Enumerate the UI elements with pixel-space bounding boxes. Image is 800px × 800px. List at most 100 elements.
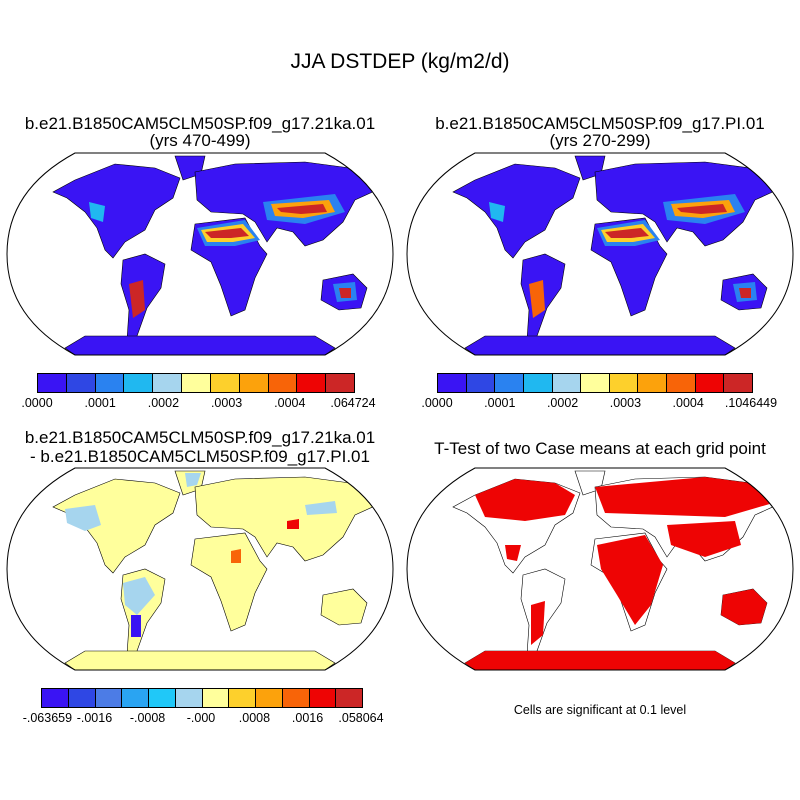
colorbar-swatch xyxy=(149,689,176,707)
colorbar-swatch xyxy=(68,689,96,707)
landmass-northAmerica xyxy=(52,163,181,259)
dust-deposition-region xyxy=(277,204,327,214)
colorbar-swatch xyxy=(202,689,230,707)
panel-case2-subtitle: (yrs 270-299) xyxy=(549,131,651,150)
dust-deposition-region xyxy=(605,228,649,238)
dust-deposition-region xyxy=(89,202,105,222)
colorbar-tick-label: .1046449 xyxy=(724,396,778,410)
difference-region xyxy=(123,577,155,615)
colorbar-tick-label: .064724 xyxy=(330,396,376,410)
colorbar-swatch xyxy=(466,374,496,392)
colorbar-swatch xyxy=(581,374,610,392)
colorbar-diff-labels: -.063659 -.0016 -.0008 -.000 .0008 .0016 .0580… xyxy=(23,711,384,727)
colorbar-diff xyxy=(41,688,363,708)
colorbar-case1 xyxy=(37,373,355,393)
colorbar-tick-label: .0003 xyxy=(609,396,642,410)
colorbar-swatch xyxy=(175,689,203,707)
dust-deposition-region xyxy=(677,204,727,214)
panel-case1-subtitle: (yrs 470-499) xyxy=(149,131,251,150)
difference-region xyxy=(305,501,337,515)
colorbar-swatch xyxy=(724,374,753,392)
colorbar-swatch xyxy=(229,689,256,707)
colorbar-swatch xyxy=(95,689,123,707)
colorbar-swatch xyxy=(38,374,67,392)
map-case1 xyxy=(5,150,395,358)
colorbar-tick-label: -.063659 xyxy=(22,711,73,725)
landmass-africa xyxy=(190,532,268,632)
landmass-eurasia xyxy=(194,476,378,562)
colorbar-tick-label: .0003 xyxy=(210,396,243,410)
colorbar-swatch xyxy=(95,374,125,392)
significance-note: Cells are significant at 0.1 level xyxy=(513,703,687,717)
colorbar-swatch xyxy=(695,374,725,392)
dust-deposition-region xyxy=(205,228,249,238)
colorbar-case2-labels: .0000 .0001 .0002 .0003 .0004 .1046449 xyxy=(421,396,777,412)
colorbar-case1-labels: .0000 .0001 .0002 .0003 .0004 .064724 xyxy=(21,396,375,412)
colorbar-tick-label: .058064 xyxy=(338,711,384,725)
colorbar-tick-label: .0000 xyxy=(421,396,453,410)
colorbar-tick-label: .0004 xyxy=(672,396,704,410)
map-frame xyxy=(6,467,394,671)
map-frame xyxy=(406,152,794,356)
colorbar-swatch xyxy=(667,374,696,392)
landmass-antarctica xyxy=(64,335,336,355)
colorbar-swatch xyxy=(210,374,240,392)
colorbar-swatch xyxy=(638,374,668,392)
significant-region xyxy=(667,521,741,557)
colorbar-tick-label: .0001 xyxy=(84,396,116,410)
significant-region xyxy=(505,545,521,561)
map-frame xyxy=(6,152,394,356)
colorbar-swatch xyxy=(42,689,69,707)
significant-region xyxy=(465,651,735,670)
landmass-antarctica xyxy=(64,650,336,670)
significant-region xyxy=(721,589,767,625)
dust-deposition-region xyxy=(489,202,505,222)
colorbar-swatch xyxy=(268,374,298,392)
colorbar-swatch xyxy=(609,374,639,392)
colorbar-swatch xyxy=(336,689,362,707)
colorbar-tick-label: -.000 xyxy=(186,711,216,725)
colorbar-swatch xyxy=(495,374,524,392)
colorbar-swatch xyxy=(297,374,327,392)
colorbar-case2 xyxy=(437,373,753,393)
panel-diff-title-line2: - b.e21.B1850CAM5CLM50SP.f09_g17.PI.01 xyxy=(30,447,370,466)
colorbar-swatch xyxy=(438,374,467,392)
difference-region xyxy=(231,549,241,563)
significant-region xyxy=(595,477,773,517)
colorbar-swatch xyxy=(182,374,211,392)
colorbar-swatch xyxy=(153,374,183,392)
colorbar-swatch xyxy=(326,374,354,392)
panel-ttest-title: T-Test of two Case means at each grid po… xyxy=(434,439,766,458)
colorbar-swatch xyxy=(282,689,310,707)
dust-deposition-region xyxy=(129,280,145,318)
difference-region xyxy=(185,473,201,487)
dust-deposition-region xyxy=(529,280,545,318)
colorbar-swatch xyxy=(122,689,149,707)
panel-case1-title: b.e21.B1850CAM5CLM50SP.f09_g17.21ka.01 xyxy=(24,114,376,133)
panel-case2-title: b.e21.B1850CAM5CLM50SP.f09_g17.PI.01 xyxy=(435,114,765,133)
colorbar-tick-label: .0002 xyxy=(546,396,579,410)
landmass-northAmerica xyxy=(52,478,181,574)
main-title: JJA DSTDEP (kg/m2/d) xyxy=(290,50,510,73)
landmass-australia xyxy=(320,588,368,626)
colorbar-swatch xyxy=(256,689,283,707)
difference-region xyxy=(287,519,299,529)
dust-deposition-region xyxy=(339,288,351,298)
colorbar-swatch xyxy=(523,374,553,392)
colorbar-swatch xyxy=(309,689,337,707)
colorbar-swatch xyxy=(66,374,96,392)
colorbar-tick-label: -.0008 xyxy=(129,711,166,725)
map-case2 xyxy=(405,150,795,358)
panel-diff-title-line1: b.e21.B1850CAM5CLM50SP.f09_g17.21ka.01 xyxy=(24,428,376,447)
colorbar-tick-label: .0002 xyxy=(147,396,180,410)
colorbar-swatch xyxy=(124,374,154,392)
significant-region xyxy=(475,479,575,521)
dust-deposition-region xyxy=(739,288,751,298)
significant-region xyxy=(597,535,663,625)
difference-region xyxy=(65,505,101,531)
colorbar-swatch xyxy=(239,374,269,392)
map-frame xyxy=(406,467,794,671)
significant-region xyxy=(531,601,545,645)
colorbar-tick-label: .0001 xyxy=(484,396,516,410)
colorbar-swatch xyxy=(552,374,582,392)
